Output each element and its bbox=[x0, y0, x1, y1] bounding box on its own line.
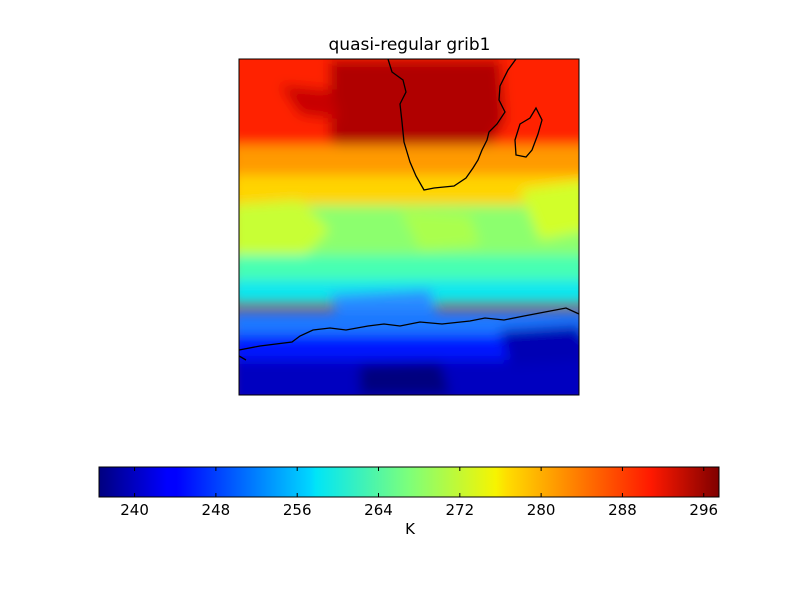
temperature-field bbox=[239, 59, 579, 395]
antarctica-coastline bbox=[239, 307, 579, 351]
colorbar bbox=[98, 466, 720, 498]
colorbar-tick-label: 272 bbox=[445, 501, 475, 519]
colorbar-tick-label: 264 bbox=[364, 501, 393, 519]
map-frame bbox=[238, 58, 580, 396]
colorbar-label: K bbox=[405, 520, 415, 538]
colorbar-tick-label: 288 bbox=[608, 501, 637, 519]
colorbar-tick-label: 256 bbox=[282, 501, 312, 519]
colorbar-ticks bbox=[134, 467, 705, 497]
colorbar-tick-label: 240 bbox=[120, 501, 149, 519]
colorbar-tick-label: 280 bbox=[526, 501, 556, 519]
coastlines bbox=[239, 59, 579, 361]
plot-title: quasi-regular grib1 bbox=[328, 35, 491, 55]
madagascar-coastline bbox=[514, 106, 543, 158]
colorbar-tick-label: 296 bbox=[689, 501, 719, 519]
colorbar-tick-label: 248 bbox=[201, 501, 231, 519]
africa-coastline bbox=[387, 59, 517, 191]
